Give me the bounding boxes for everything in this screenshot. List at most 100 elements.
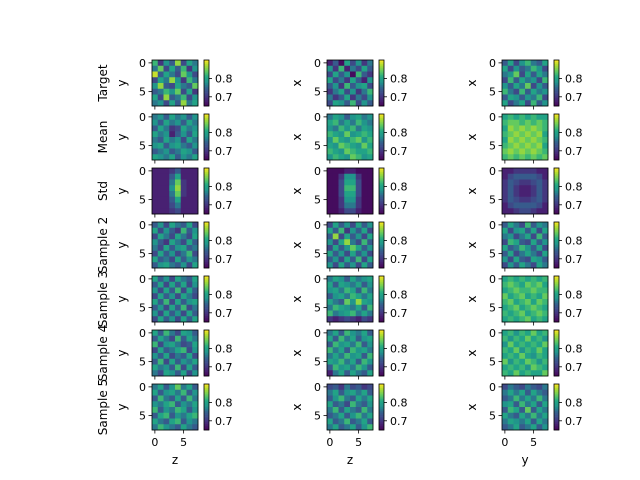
colorbar-segment [554,69,559,72]
colorbar-segment [554,395,559,398]
heatmap-cell [519,310,526,317]
heatmap-cell [507,250,514,257]
heatmap-cell [536,424,543,431]
heatmap-cell [186,196,193,203]
heatmap-cell [530,125,537,132]
y-tick-label: 5 [489,194,496,207]
heatmap-cell [163,148,170,155]
heatmap-cell [355,358,362,365]
heatmap-cell [175,77,182,84]
heatmap-cell [355,370,362,377]
heatmap-frame [501,275,549,323]
heatmap-cell [338,276,345,283]
heatmap-cell [338,154,345,161]
colorbar-segment [204,71,209,74]
heatmap-cell [338,222,345,229]
colorbar-segment [204,204,209,207]
heatmap-cell [367,341,374,348]
heatmap-cell [513,250,520,257]
heatmap-cell [332,185,339,192]
y-tick-label: 0 [139,273,146,286]
colorbar-segment [379,345,384,348]
y-axis-label: x [465,403,479,410]
colorbar-segment [379,370,384,373]
heatmap-cell [355,125,362,132]
colorbar-segment [204,416,209,419]
heatmap-cell [507,407,514,414]
colorbar-segment [204,291,209,294]
heatmap-cell [525,100,532,107]
colorbar-segment [204,67,209,70]
heatmap-cell [169,173,176,180]
heatmap-cell [186,347,193,354]
heatmap-cell [502,154,509,161]
heatmap-cell [169,281,176,288]
colorbar-segment [379,227,384,230]
heatmap-cell [536,316,543,323]
heatmap-cell [344,196,351,203]
heatmap-cell [186,287,193,294]
colorbar-segment [554,131,559,134]
colorbar-segment [379,366,384,369]
colorbar-segment [554,393,559,396]
heatmap-cell [332,154,339,161]
colorbar-segment [554,399,559,402]
heatmap-cell [519,341,526,348]
heatmap-cell [525,250,532,257]
heatmap-cell [507,191,514,198]
colorbar-segment [204,231,209,234]
heatmap-cell [350,341,357,348]
heatmap-cell [180,173,187,180]
y-tick-label: 0 [489,273,496,286]
y-tick-label: 0 [314,57,321,70]
y-tick-label: 5 [314,302,321,315]
heatmap-cell [542,293,549,300]
heatmap-cell [542,304,549,311]
y-tick-label: 0 [489,381,496,394]
heatmap-cell [338,239,345,246]
y-tick-label: 0 [489,111,496,124]
heatmap-cell [536,233,543,240]
heatmap-cell [332,114,339,121]
heatmap-cell [355,395,362,402]
heatmap-cell [361,94,368,101]
heatmap-frame [326,383,374,431]
colorbar-segment [554,83,559,86]
heatmap-cell [344,316,351,323]
heatmap-cell [186,353,193,360]
heatmap-cell [367,330,374,337]
heatmap-cell [169,287,176,294]
heatmap-cell [186,358,193,365]
colorbar-tick-label: 0.7 [565,361,583,374]
heatmap-cell [350,239,357,246]
heatmap-cell [152,131,159,138]
heatmap-cell [519,407,526,414]
heatmap-cell [542,347,549,354]
heatmap-cell [157,424,164,431]
heatmap-cell [157,412,164,419]
heatmap-cell [169,94,176,101]
heatmap-cell [519,281,526,288]
heatmap-cell [355,341,362,348]
heatmap-cell [525,202,532,209]
colorbar-segment [554,308,559,311]
y-tick-label: 0 [139,165,146,178]
heatmap-cell [519,119,526,126]
heatmap-cell [519,250,526,257]
heatmap-cell [507,168,514,175]
colorbar-segment [204,88,209,91]
heatmap-cell [152,65,159,72]
colorbar-segment [379,61,384,65]
heatmap-cell [536,100,543,107]
colorbar-segment [379,295,384,298]
heatmap-cell [152,364,159,371]
colorbar-segment [379,231,384,234]
heatmap-cell [507,353,514,360]
colorbar-segment [204,283,209,286]
heatmap-cell [502,276,509,283]
heatmap-cell [536,250,543,257]
heatmap-cell [192,179,199,186]
heatmap-cell [525,370,532,377]
heatmap-cell [513,384,520,391]
colorbar-segment [204,183,209,186]
